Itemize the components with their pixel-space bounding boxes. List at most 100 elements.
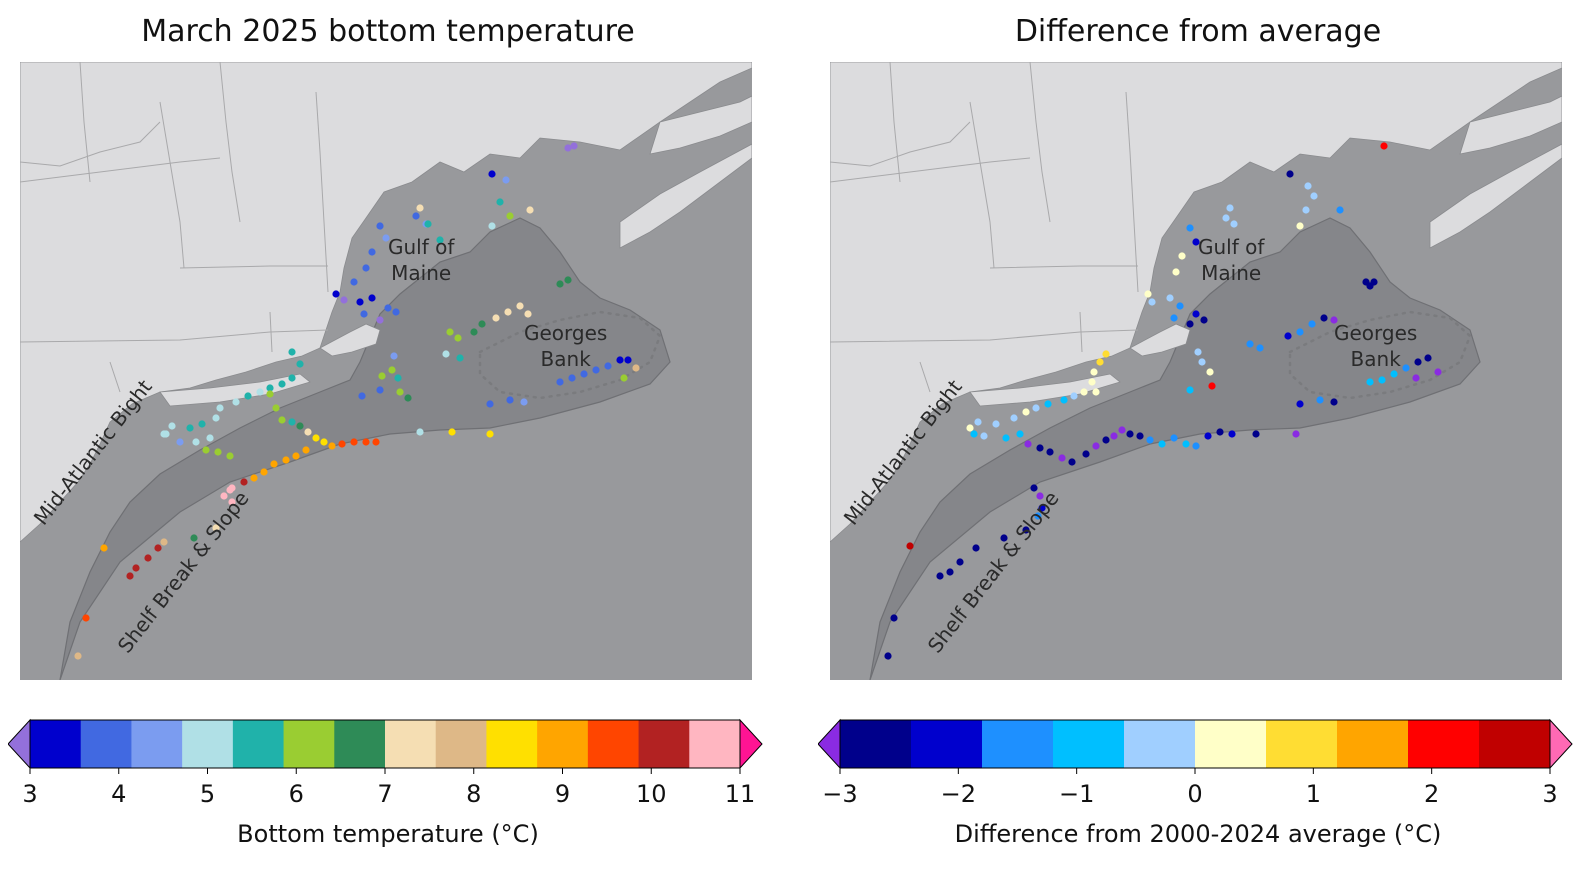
state-border [1029, 62, 1051, 223]
station-dot [272, 404, 280, 412]
station-dot [220, 492, 228, 500]
station-dot [270, 460, 278, 468]
station-dot [488, 222, 496, 230]
station-dot [1230, 220, 1238, 228]
station-dot [1088, 378, 1096, 386]
station-dot [260, 468, 268, 476]
station-dot [1222, 214, 1230, 222]
colorbar-tick-label: 2 [1424, 780, 1440, 808]
station-dot [1060, 396, 1068, 404]
station-dot [256, 388, 264, 396]
station-dot [362, 438, 370, 446]
station-dot [82, 614, 90, 622]
station-dot [506, 396, 514, 404]
station-dot [1118, 426, 1126, 434]
station-dot [396, 388, 404, 396]
station-dot [226, 486, 234, 494]
georges-bank-label: Georges Bank [1334, 321, 1418, 371]
colorbar-label: Bottom temperature (°C) [237, 820, 539, 848]
colorbar-segment [537, 720, 589, 768]
state-border [109, 361, 121, 393]
colorbar-segment [840, 720, 912, 768]
station-dot [1296, 400, 1304, 408]
station-dot [376, 386, 384, 394]
station-dot [890, 614, 898, 622]
station-dot [1170, 314, 1178, 322]
station-dot [206, 434, 214, 442]
state-border [1125, 91, 1139, 293]
colorbar-tick-label: 6 [288, 780, 304, 808]
station-dot [278, 380, 286, 388]
station-dot [1000, 534, 1008, 542]
station-dot [358, 392, 366, 400]
station-dot [970, 430, 978, 438]
station-dot [1080, 388, 1088, 396]
state-border [179, 265, 328, 269]
station-dot [1166, 294, 1174, 302]
station-dot [168, 422, 176, 430]
station-dot [1036, 492, 1044, 500]
station-dot [100, 544, 108, 552]
state-border [830, 157, 1031, 183]
state-border [830, 329, 1139, 343]
colorbar-extend-high [739, 718, 763, 770]
station-dot [384, 304, 392, 312]
station-dot [304, 428, 312, 436]
station-dot [1102, 350, 1110, 358]
station-dot [1366, 378, 1374, 386]
station-dot [1296, 222, 1304, 230]
map-canvas [20, 62, 752, 680]
colorbar-segment [80, 720, 132, 768]
station-dot [416, 204, 424, 212]
station-dot [906, 542, 914, 550]
station-dot [1320, 314, 1328, 322]
station-dot [296, 422, 304, 430]
colorbar-segment [232, 720, 285, 768]
station-dot [502, 176, 510, 184]
station-dot [362, 264, 370, 272]
colorbar-segment [385, 720, 437, 768]
long-island [969, 373, 1121, 407]
station-dot [1176, 302, 1184, 310]
station-dot [1178, 252, 1186, 260]
long-island [159, 373, 311, 407]
station-dot [486, 430, 494, 438]
colorbar-tick-label: −1 [1058, 780, 1095, 808]
station-dot [974, 418, 982, 426]
station-dot [570, 142, 578, 150]
station-dot [1092, 442, 1100, 450]
colorbar-segment [1124, 720, 1196, 768]
station-dot [212, 524, 220, 532]
station-dot [244, 392, 252, 400]
station-dot [1024, 440, 1032, 448]
nova-scotia [619, 143, 752, 249]
station-dot [126, 572, 134, 580]
station-dot [1316, 396, 1324, 404]
colorbar-segment [283, 720, 335, 768]
colorbar-tick-label: 8 [466, 780, 482, 808]
colorbar-tick-label: −2 [940, 780, 977, 808]
station-dot [1182, 440, 1190, 448]
colorbar-segment [131, 720, 183, 768]
station-dot [288, 374, 296, 382]
station-dot [144, 554, 152, 562]
colorbar-segment [30, 720, 82, 768]
station-dot [240, 478, 248, 486]
station-dot [1226, 204, 1234, 212]
station-dot [1032, 404, 1040, 412]
state-border [1079, 311, 1083, 353]
state-border [219, 62, 241, 223]
station-dot [992, 420, 1000, 428]
station-dot [382, 234, 390, 242]
station-dot [446, 328, 454, 336]
station-dot [332, 290, 340, 298]
station-dot [288, 348, 296, 356]
station-dot [394, 374, 402, 382]
station-dot [1380, 142, 1388, 150]
colorbar-tick-label: 9 [554, 780, 571, 808]
panel-title: Difference from average [1014, 14, 1382, 49]
station-dot [266, 390, 274, 398]
station-dot [266, 384, 274, 392]
station-dot [154, 544, 162, 552]
station-dot [190, 534, 198, 542]
